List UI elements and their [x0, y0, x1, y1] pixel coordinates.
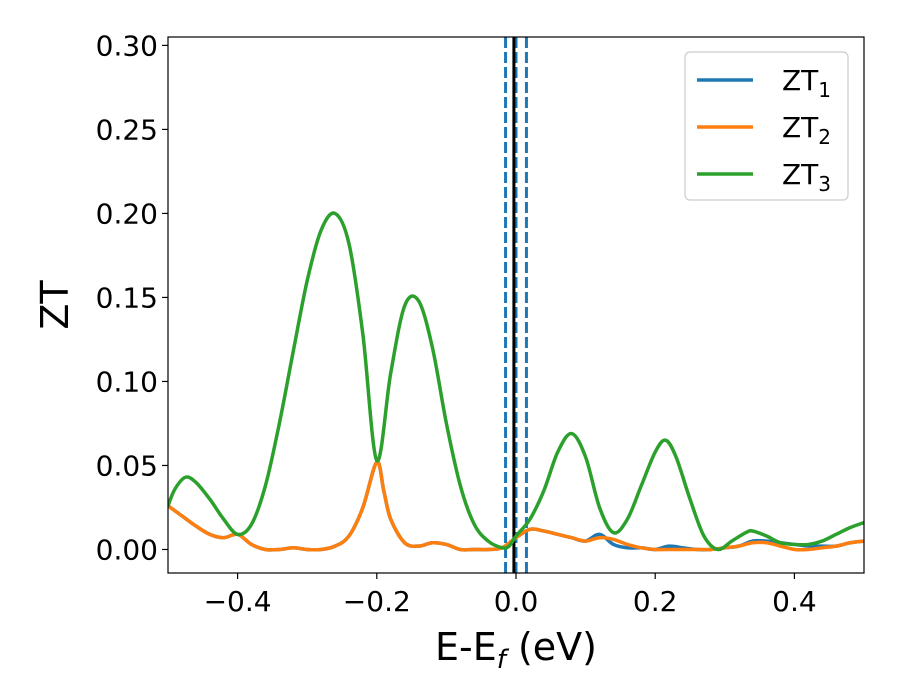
legend-box	[684, 51, 849, 201]
y-tick-label: 0.00	[96, 533, 158, 566]
y-tick-label: 0.15	[96, 281, 158, 314]
y-tick-label: 0.25	[96, 113, 158, 146]
x-tick-label: 0.4	[772, 585, 817, 618]
x-axis-label-main: E-E	[435, 625, 497, 669]
series-line-3	[168, 211, 864, 552]
x-tick-label: 0.0	[494, 585, 539, 618]
x-axis-label-unit: (eV)	[506, 625, 597, 669]
x-axis: −0.4 −0.2 0.0 0.2 0.4	[204, 573, 817, 618]
y-tick-label: 0.20	[96, 197, 158, 230]
y-axis-label: ZT	[33, 280, 77, 330]
y-axis: 0.00 0.05 0.10 0.15 0.20 0.25 0.30	[96, 29, 168, 566]
legend-label-3: ZT3	[782, 158, 831, 196]
x-tick-label: −0.2	[343, 585, 411, 618]
x-tick-label: −0.4	[204, 585, 272, 618]
y-tick-label: 0.10	[96, 365, 158, 398]
legend-label-1: ZT1	[782, 64, 831, 102]
legend: ZT1 ZT2 ZT3	[684, 51, 849, 201]
legend-label-2: ZT2	[782, 111, 831, 149]
x-axis-label: E-Ef (eV)	[435, 625, 597, 675]
reference-lines	[504, 37, 528, 573]
series-layer	[168, 211, 864, 552]
series-line-2	[168, 460, 864, 552]
y-tick-label: 0.30	[96, 29, 158, 62]
y-tick-label: 0.05	[96, 449, 158, 482]
x-tick-label: 0.2	[633, 585, 678, 618]
